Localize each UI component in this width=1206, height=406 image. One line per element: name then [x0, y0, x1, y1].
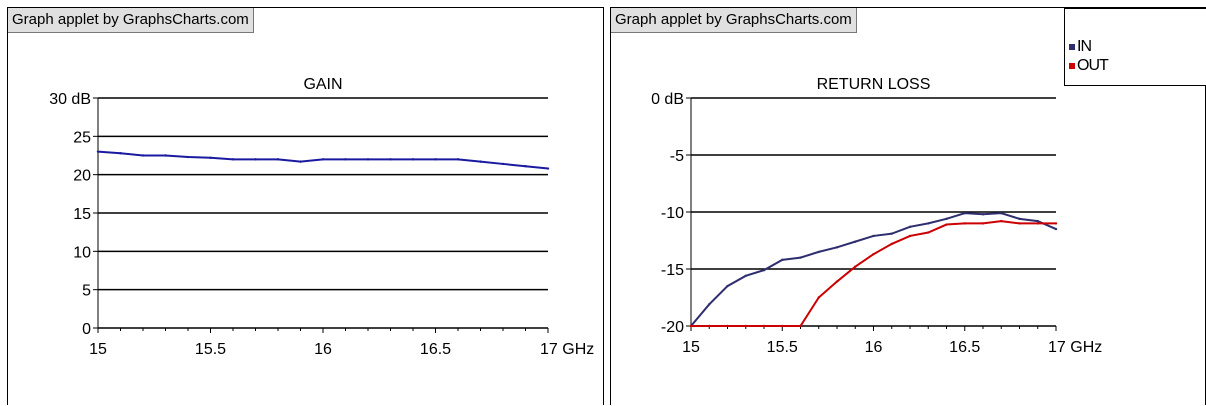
data-point	[854, 265, 857, 268]
legend-swatch-out	[1069, 62, 1075, 69]
y-tick-label: 5	[82, 283, 91, 300]
data-point	[854, 240, 857, 243]
return-loss-chart: RETURN LOSS 0 dB -5 -10 -15 -20 15 15.5 16 16.5 17…	[651, 76, 1102, 356]
data-point	[456, 158, 460, 161]
data-point	[546, 167, 550, 170]
data-point	[524, 165, 527, 168]
y-tick-label: 20	[73, 168, 91, 185]
x-tick-label: 15	[89, 341, 107, 358]
y-tick-label: -20	[661, 319, 684, 336]
return-loss-applet: Graph applet by GraphsCharts.com RETURN …	[610, 7, 1206, 405]
data-point	[799, 324, 802, 328]
data-point	[781, 258, 784, 262]
legend: IN OUT	[1064, 8, 1206, 86]
data-point	[981, 213, 985, 216]
data-point	[434, 158, 437, 161]
y-tick-label: 15	[73, 206, 91, 223]
data-point	[96, 150, 100, 153]
x-tick-label: 16.5	[949, 339, 980, 356]
y-tick-label: 0	[82, 321, 91, 338]
legend-item-in: IN	[1069, 37, 1206, 56]
data-point	[708, 303, 711, 306]
data-point	[963, 222, 966, 225]
data-point	[708, 324, 711, 328]
data-point	[872, 252, 875, 256]
gain-chart: GAIN 30 dB 25 20 15 10 5 0 15 15.5 16 16.5 17 GHz	[49, 76, 594, 358]
data-point	[927, 222, 930, 225]
y-tick-label: -15	[661, 262, 684, 279]
data-point	[945, 223, 948, 226]
data-point	[1036, 219, 1039, 223]
data-point	[835, 246, 839, 249]
data-point	[209, 156, 212, 159]
data-point	[726, 324, 729, 328]
data-point	[479, 160, 482, 163]
x-tick-label: 16.5	[420, 341, 451, 358]
applet-credit-label: Graph applet by GraphsCharts.com	[611, 8, 857, 33]
legend-label-in: IN	[1077, 37, 1092, 55]
data-point	[817, 296, 820, 299]
x-tick-label: 17 GHz	[1048, 339, 1102, 356]
data-point	[908, 225, 912, 229]
data-point	[1018, 222, 1021, 225]
gain-applet: Graph applet by GraphsCharts.com GAIN 30 …	[7, 7, 604, 405]
data-point	[726, 284, 729, 288]
data-point	[119, 152, 122, 155]
data-point	[927, 231, 930, 234]
data-point	[1054, 227, 1058, 231]
legend-item-out: OUT	[1069, 56, 1206, 75]
data-point	[744, 274, 747, 278]
legend-swatch-in	[1069, 43, 1075, 50]
x-tick-label: 15.5	[195, 341, 226, 358]
data-point	[276, 158, 280, 161]
data-point	[501, 162, 505, 166]
data-point	[890, 232, 893, 235]
data-point	[1018, 217, 1021, 221]
data-point	[890, 242, 893, 246]
data-point	[781, 324, 784, 328]
x-tick-label: 15	[682, 339, 700, 356]
data-point	[799, 256, 802, 259]
data-point	[689, 324, 693, 328]
data-point	[344, 158, 347, 161]
data-point	[366, 158, 370, 161]
chart-title: GAIN	[303, 76, 342, 93]
data-point	[1054, 222, 1058, 225]
data-point	[141, 154, 145, 157]
data-point	[1036, 222, 1039, 225]
y-tick-label: 0 dB	[651, 91, 684, 108]
data-point	[186, 155, 190, 159]
data-point	[389, 158, 392, 161]
data-point	[231, 158, 235, 161]
legend-label-out: OUT	[1077, 56, 1109, 74]
data-point	[254, 158, 257, 161]
data-point	[744, 324, 747, 328]
y-tick-label: 30 dB	[49, 91, 91, 108]
data-point	[411, 158, 415, 161]
x-tick-label: 17 GHz	[540, 341, 594, 358]
data-point	[299, 160, 302, 163]
data-point	[835, 280, 839, 283]
data-point	[945, 217, 948, 221]
data-point	[908, 234, 912, 238]
y-tick-label: 10	[73, 244, 91, 261]
x-tick-label: 15.5	[767, 339, 798, 356]
data-point	[963, 211, 966, 215]
data-point	[321, 158, 325, 161]
y-tick-label: -5	[670, 148, 684, 165]
y-tick-label: -10	[661, 205, 684, 222]
chart-title: RETURN LOSS	[817, 76, 931, 93]
data-point	[762, 324, 766, 328]
y-tick-label: 25	[73, 129, 91, 146]
data-point	[817, 250, 820, 254]
x-tick-label: 16	[865, 339, 883, 356]
data-point	[1000, 219, 1003, 223]
data-point	[762, 268, 766, 272]
data-point	[981, 222, 985, 225]
data-point	[1000, 211, 1003, 215]
x-tick-label: 16	[314, 341, 332, 358]
data-point	[872, 234, 875, 238]
data-point	[164, 154, 167, 157]
applet-credit-label: Graph applet by GraphsCharts.com	[8, 8, 254, 33]
